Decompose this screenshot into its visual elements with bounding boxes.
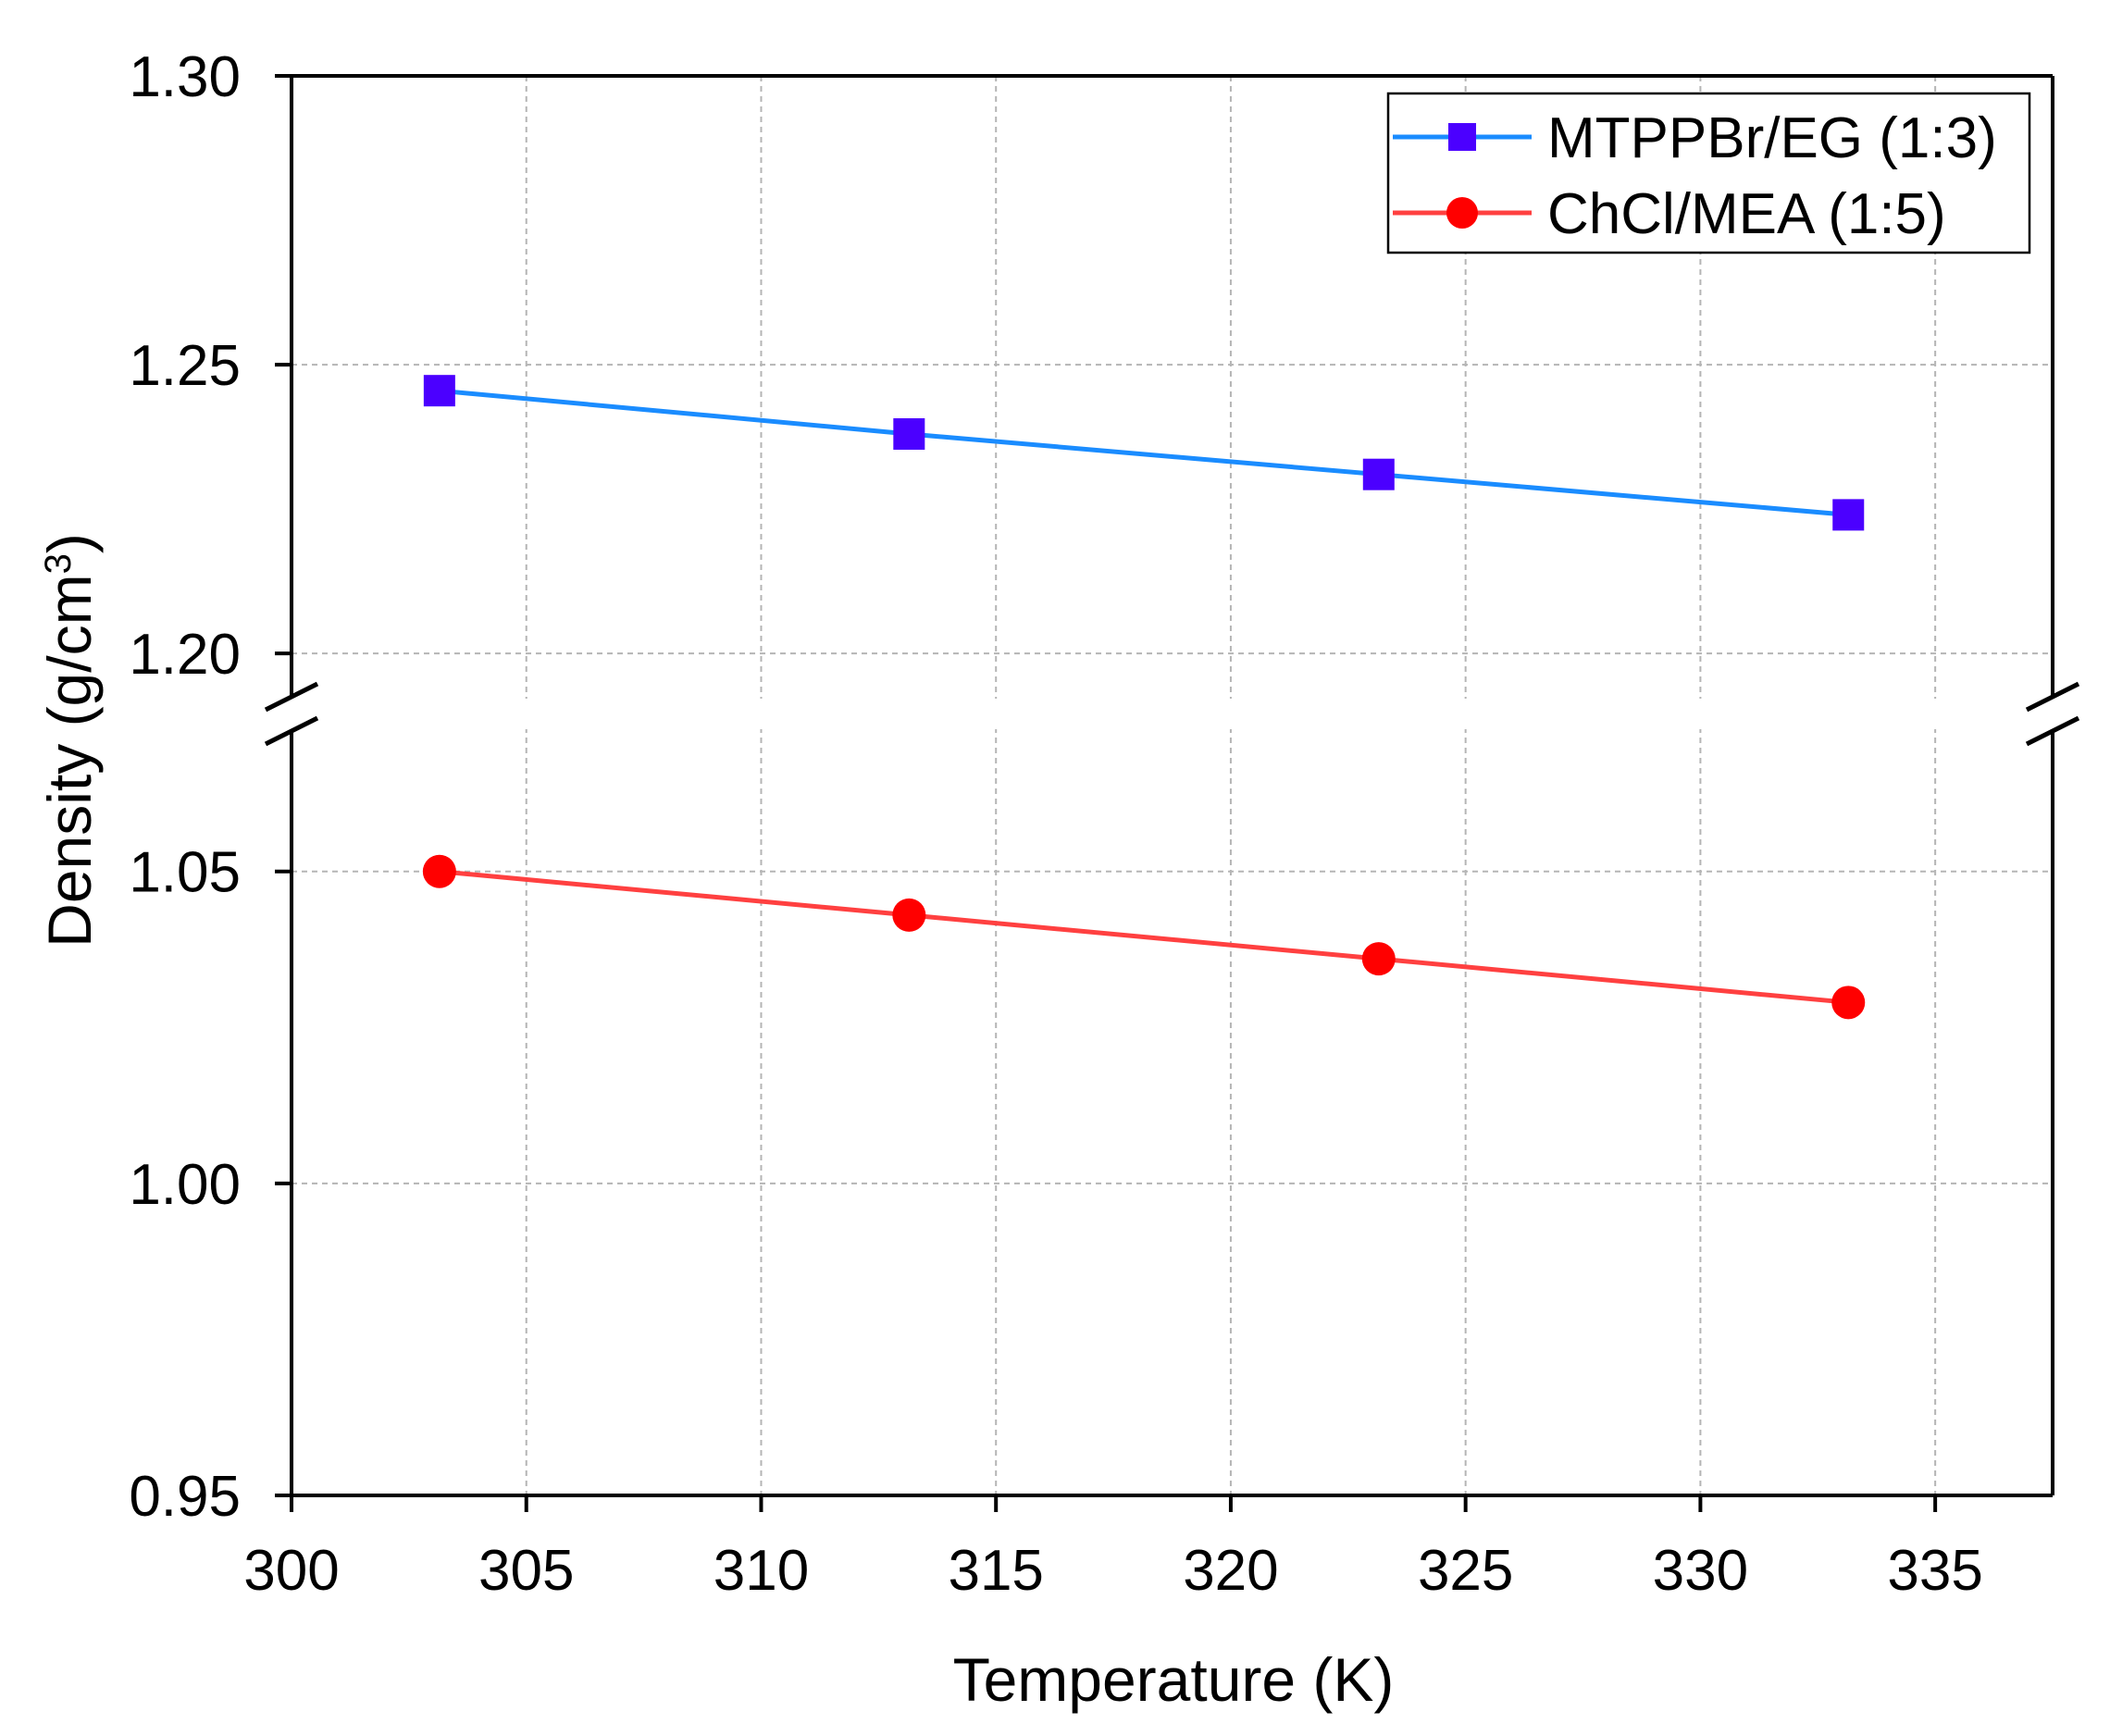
data-point-circle [892, 898, 926, 932]
data-point-square [1362, 458, 1395, 490]
series-layer [422, 375, 1866, 1020]
x-tick-label: 305 [478, 1539, 574, 1603]
series-line-0 [439, 388, 1849, 517]
data-point-square [893, 417, 925, 450]
x-tick-label: 330 [1653, 1539, 1748, 1603]
legend-marker-circle [1446, 197, 1478, 229]
y-tick-label: 0.95 [129, 1465, 241, 1529]
legend-entry-0: MTPPBr/EG (1:3) [1393, 106, 1997, 170]
y-tick-label: 1.00 [129, 1153, 241, 1217]
data-point-square [423, 375, 455, 407]
axis-break-mark [264, 681, 319, 713]
legend: MTPPBr/EG (1:3) ChCl/MEA (1:5) [1386, 92, 2031, 254]
x-tick-label: 320 [1183, 1539, 1278, 1603]
y-tick-label: 1.20 [129, 623, 241, 687]
legend-marker-square [1448, 123, 1476, 151]
y-tick-label: 1.30 [129, 45, 241, 109]
y-tick-label: 1.25 [129, 334, 241, 398]
x-tick-label: 325 [1418, 1539, 1513, 1603]
x-tick-label: 300 [243, 1539, 339, 1603]
data-point-square [1832, 499, 1865, 531]
axis-break-mark [2025, 681, 2080, 713]
axis-break-gap [264, 699, 2080, 729]
y-axis-label-superscript: 3 [38, 553, 79, 574]
legend-label-1: ChCl/MEA (1:5) [1547, 182, 1946, 246]
legend-label-0: MTPPBr/EG (1:3) [1547, 106, 1997, 170]
axis-break-mark [264, 715, 319, 747]
legend-box [1386, 92, 2031, 254]
y-tick-label: 1.05 [129, 841, 241, 905]
axes [264, 74, 2080, 1497]
axis-break-mark [2025, 715, 2080, 747]
y-axis-label: Density (g/cm3) [35, 533, 104, 948]
x-tick-label: 310 [714, 1539, 809, 1603]
ticks: 300 305 310 315 320 325 330 335 0.95 1.00 1.05 1.20… [129, 45, 1983, 1603]
data-point-circle [422, 854, 456, 888]
data-point-circle [1361, 942, 1396, 976]
data-point-circle [1831, 986, 1866, 1020]
grid [264, 76, 2080, 1495]
series-line-1 [439, 869, 1849, 1005]
legend-entry-1: ChCl/MEA (1:5) [1393, 182, 1946, 246]
x-tick-label: 335 [1887, 1539, 1982, 1603]
x-tick-label: 315 [948, 1539, 1043, 1603]
x-axis-label: Temperature (K) [953, 1645, 1395, 1714]
